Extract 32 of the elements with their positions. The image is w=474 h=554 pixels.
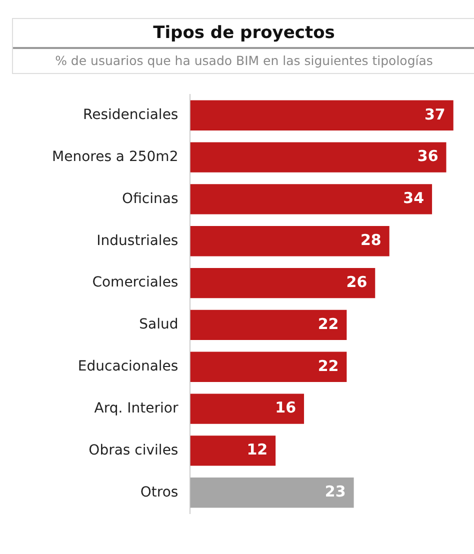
bar xyxy=(190,268,376,298)
y-tick-label: Obras civiles xyxy=(88,442,178,458)
bar xyxy=(190,142,446,172)
data-label: 26 xyxy=(346,272,368,291)
bar xyxy=(190,478,354,508)
bar xyxy=(190,184,432,214)
y-tick-label: Industriales xyxy=(96,232,178,249)
y-tick-label: Otros xyxy=(140,484,178,500)
data-label: 37 xyxy=(424,105,446,124)
data-label: 22 xyxy=(318,314,339,333)
y-tick-label: Comerciales xyxy=(92,274,178,291)
bar xyxy=(190,310,347,340)
data-label: 34 xyxy=(403,189,424,208)
data-label: 28 xyxy=(360,231,382,250)
y-tick-label: Menores a 250m2 xyxy=(52,148,178,165)
bar xyxy=(190,394,304,424)
bar xyxy=(190,436,276,466)
data-label: 12 xyxy=(246,440,268,459)
y-tick-label: Residenciales xyxy=(83,107,178,123)
data-label: 22 xyxy=(318,356,339,375)
data-label: 36 xyxy=(417,147,438,166)
chart-title: Tipos de proyectos xyxy=(13,19,474,49)
data-label: 16 xyxy=(275,398,296,417)
data-label: 23 xyxy=(324,482,346,501)
y-tick-label: Educacionales xyxy=(78,358,178,375)
y-tick-label: Salud xyxy=(139,316,178,333)
y-tick-label: Oficinas xyxy=(122,190,178,207)
bar xyxy=(190,100,454,130)
chart-subtitle: % de usuarios que ha usado BIM en las siguientes tipologías xyxy=(54,52,434,70)
y-tick-label: Arq. Interior xyxy=(94,400,178,416)
bar xyxy=(190,226,390,256)
bar xyxy=(190,352,347,382)
